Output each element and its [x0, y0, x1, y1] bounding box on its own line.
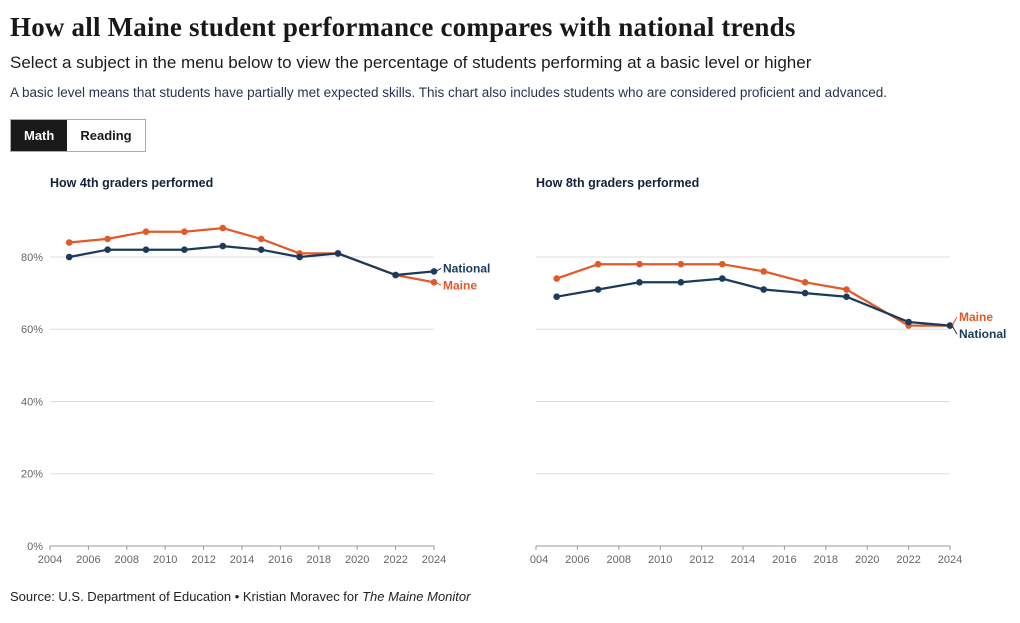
data-point-national: [334, 249, 342, 257]
x-tick-label: 2018: [307, 554, 331, 566]
end-label-leader-maine: [951, 316, 958, 326]
x-tick-label: 2010: [153, 554, 177, 566]
series-end-label-national: National: [443, 261, 490, 275]
data-point-maine: [760, 267, 767, 275]
data-point-maine: [181, 227, 188, 235]
x-tick-label: 2016: [772, 554, 796, 566]
data-point-maine: [843, 285, 850, 293]
page-subtitle: Select a subject in the menu below to vi…: [10, 53, 812, 72]
series-end-label-maine: Maine: [443, 278, 477, 292]
x-tick-label: 2018: [814, 554, 838, 566]
chart-4th-grade-title: How 4th graders performed: [50, 175, 214, 190]
data-point-maine: [636, 260, 643, 268]
series-line-national: [68, 244, 435, 276]
y-tick-label: 60%: [21, 324, 43, 336]
data-point-national: [181, 245, 188, 253]
chart-8th-grade-block: How 8th graders performed 20042006200820…: [524, 175, 1020, 583]
data-point-maine: [677, 260, 685, 268]
data-point-national: [257, 245, 265, 253]
series-line-national: [556, 277, 951, 327]
source-publication: The Maine Monitor: [362, 588, 471, 604]
x-tick-label: 2010: [648, 554, 672, 566]
data-point-maine: [142, 227, 150, 235]
x-tick-label: 2012: [689, 554, 713, 566]
charts-row: How 4th graders performed 0% 20% 40% 60% 80%…: [10, 176, 1010, 583]
x-tick-label: 2006: [76, 554, 100, 566]
x-tick-label: 2014: [731, 554, 755, 566]
x-tick-label: 2008: [115, 554, 139, 566]
x-tick-label: 2020: [855, 554, 879, 566]
x-tick-label: 2016: [268, 554, 292, 566]
data-point-maine: [65, 238, 73, 246]
y-tick-label: 80%: [21, 252, 43, 264]
x-tick-label: 2006: [565, 554, 589, 566]
data-point-national: [760, 285, 767, 293]
data-point-national: [677, 278, 685, 286]
tab-reading[interactable]: Reading: [67, 119, 145, 151]
x-tick-label: 2022: [383, 554, 407, 566]
series-line-maine: [69, 226, 435, 283]
series-end-label-national: National: [959, 327, 1006, 341]
data-point-national: [296, 253, 303, 260]
data-point-national: [905, 318, 912, 325]
x-tick-label: 2022: [896, 554, 920, 566]
data-point-maine: [219, 224, 227, 231]
data-point-national: [553, 292, 560, 300]
data-point-maine: [801, 278, 809, 286]
data-point-national: [392, 271, 399, 278]
x-tick-label: 2012: [191, 554, 215, 566]
y-tick-label: 40%: [21, 396, 43, 408]
chart-8th-grade-title: How 8th graders performed: [536, 175, 700, 190]
data-point-national: [843, 292, 850, 300]
data-point-maine: [553, 274, 560, 282]
end-label-leader-national: [951, 324, 958, 334]
x-tick-label: 2024: [422, 554, 446, 566]
data-point-maine: [594, 260, 602, 268]
data-point-national: [219, 242, 227, 249]
data-point-national: [430, 267, 438, 275]
data-point-national: [142, 245, 150, 253]
y-tick-label: 0%: [27, 541, 43, 553]
x-tick-label: 2020: [345, 554, 369, 566]
data-point-maine: [719, 260, 726, 268]
source-text: Source: U.S. Department of Education • K…: [10, 588, 363, 604]
end-label-leader-maine: [435, 281, 442, 286]
subject-tab-group: Math Reading: [10, 118, 146, 152]
chart-4th-grade-block: How 4th graders performed 0% 20% 40% 60% 80%…: [10, 176, 502, 583]
y-tick-label: 20%: [21, 468, 43, 480]
series-end-label-maine: Maine: [959, 310, 993, 324]
tab-math[interactable]: Math: [11, 119, 68, 151]
x-tick-label: 2014: [230, 554, 254, 566]
x-tick-label: 2008: [607, 554, 631, 566]
source-credit: Source: U.S. Department of Education • K…: [10, 589, 1010, 604]
page-title: How all Maine student performance compar…: [10, 12, 796, 42]
series-line-maine: [556, 262, 950, 327]
data-point-national: [801, 289, 809, 296]
end-label-leader-national: [435, 267, 442, 272]
chart-4th-grade: 0% 20% 40% 60% 80% 2004 2006 2008 2010 2012 2014 20…: [21, 224, 490, 566]
data-point-national: [65, 253, 73, 260]
x-tick-label: 2004: [38, 554, 62, 566]
data-point-national: [946, 321, 954, 329]
data-point-national: [594, 285, 602, 293]
data-point-national: [104, 245, 111, 253]
data-point-maine: [257, 235, 265, 242]
data-point-national: [719, 274, 726, 282]
data-point-national: [636, 278, 643, 286]
page-description: A basic level means that students have p…: [10, 85, 887, 100]
x-tick-label: 2004: [530, 554, 548, 566]
data-point-maine: [104, 235, 111, 242]
data-point-maine: [430, 278, 438, 286]
chart-8th-grade: 2004 2006 2008 2010 2012 2014 2016 2018 2020 2022…: [524, 256, 1006, 566]
x-tick-label: 2024: [938, 554, 962, 566]
